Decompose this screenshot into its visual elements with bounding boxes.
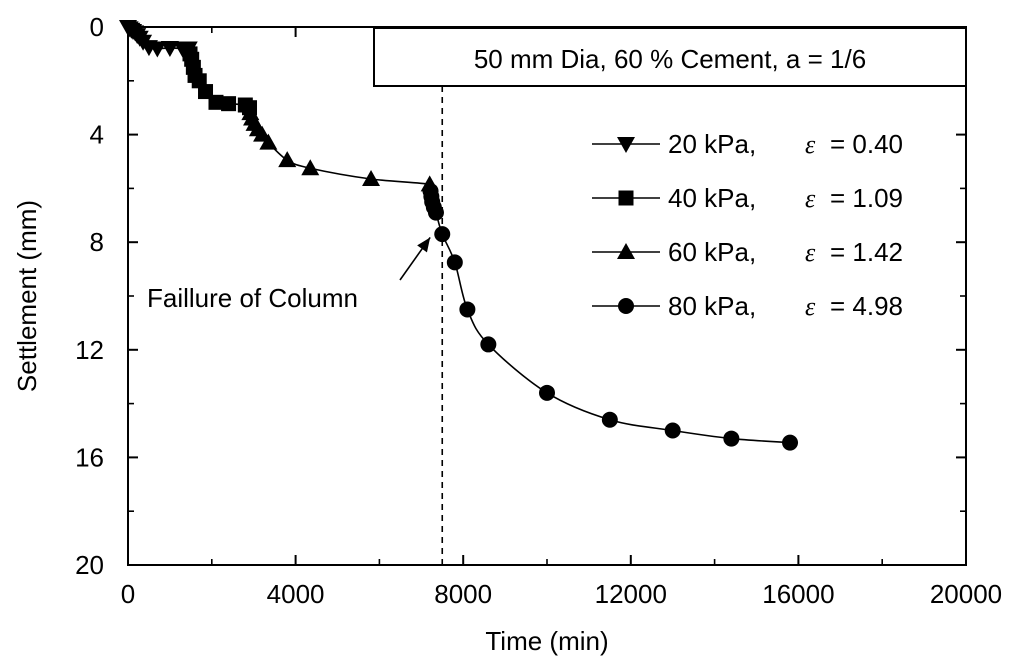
title-box <box>373 27 967 87</box>
data-point-triangle-up <box>259 133 278 150</box>
legend-marker-triangle-up <box>617 243 635 259</box>
legend-epsilon-value: = 0.40 <box>830 129 903 159</box>
y-axis-ticks: 0 4 8 12 16 20 <box>75 12 966 580</box>
data-point-circle <box>664 422 681 439</box>
x-tick-label: 4000 <box>267 579 325 609</box>
legend-epsilon-value: = 4.98 <box>830 291 903 321</box>
data-point-circle <box>782 434 799 451</box>
data-point-circle <box>459 301 476 318</box>
data-point-triangle-down <box>160 40 179 57</box>
data-point-square <box>208 94 224 110</box>
legend-label: 40 kPa, <box>668 183 756 213</box>
legend-epsilon-symbol: ε <box>805 238 816 267</box>
y-tick-label: 20 <box>75 550 104 580</box>
legend-epsilon-symbol: ε <box>805 292 816 321</box>
x-tick-label: 8000 <box>434 579 492 609</box>
chart-title: 50 mm Dia, 60 % Cement, a = 1/6 <box>474 44 866 74</box>
legend-label: 60 kPa, <box>668 237 756 267</box>
y-axis-title: Settlement (mm) <box>12 200 42 392</box>
x-axis-title: Time (min) <box>485 626 608 656</box>
legend-epsilon-value: = 1.42 <box>830 237 903 267</box>
legend-label: 80 kPa, <box>668 291 756 321</box>
legend-epsilon-value: = 1.09 <box>830 183 903 213</box>
x-tick-label: 16000 <box>762 579 834 609</box>
data-point-circle <box>539 384 555 401</box>
failure-annotation-label: Faillure of Column <box>147 283 358 313</box>
legend-epsilon-symbol: ε <box>805 184 816 213</box>
x-tick-label: 20000 <box>930 579 1002 609</box>
settlement-curve <box>127 26 791 444</box>
data-point-triangle-up <box>301 159 320 176</box>
legend-marker-circle <box>618 298 634 314</box>
data-point-circle <box>446 254 463 271</box>
y-tick-label: 12 <box>75 335 104 365</box>
legend-marker-square <box>618 190 634 206</box>
data-point-triangle-up <box>362 169 381 186</box>
failure-arrowhead <box>417 237 431 253</box>
legend-label: 20 kPa, <box>668 129 756 159</box>
data-point-circle <box>601 411 618 428</box>
data-point-circle <box>434 226 451 243</box>
data-point-triangle-up <box>278 151 297 168</box>
legend: 20 kPa, ε = 0.40 40 kPa, ε = 1.09 60 kPa, ε = 1.… <box>592 129 903 321</box>
y-tick-label: 4 <box>90 120 104 150</box>
y-tick-label: 16 <box>75 442 104 472</box>
x-tick-label: 12000 <box>595 579 667 609</box>
data-point-circle <box>427 204 444 221</box>
data-markers <box>119 20 799 451</box>
legend-epsilon-symbol: ε <box>805 130 816 159</box>
y-tick-label: 0 <box>90 12 104 42</box>
y-tick-label: 8 <box>90 227 104 257</box>
data-point-triangle-down <box>148 41 167 58</box>
x-tick-label: 0 <box>121 579 135 609</box>
data-point-square <box>221 96 237 112</box>
data-point-circle <box>723 430 740 447</box>
data-point-circle <box>480 336 497 353</box>
legend-marker-triangle-down <box>617 137 635 153</box>
